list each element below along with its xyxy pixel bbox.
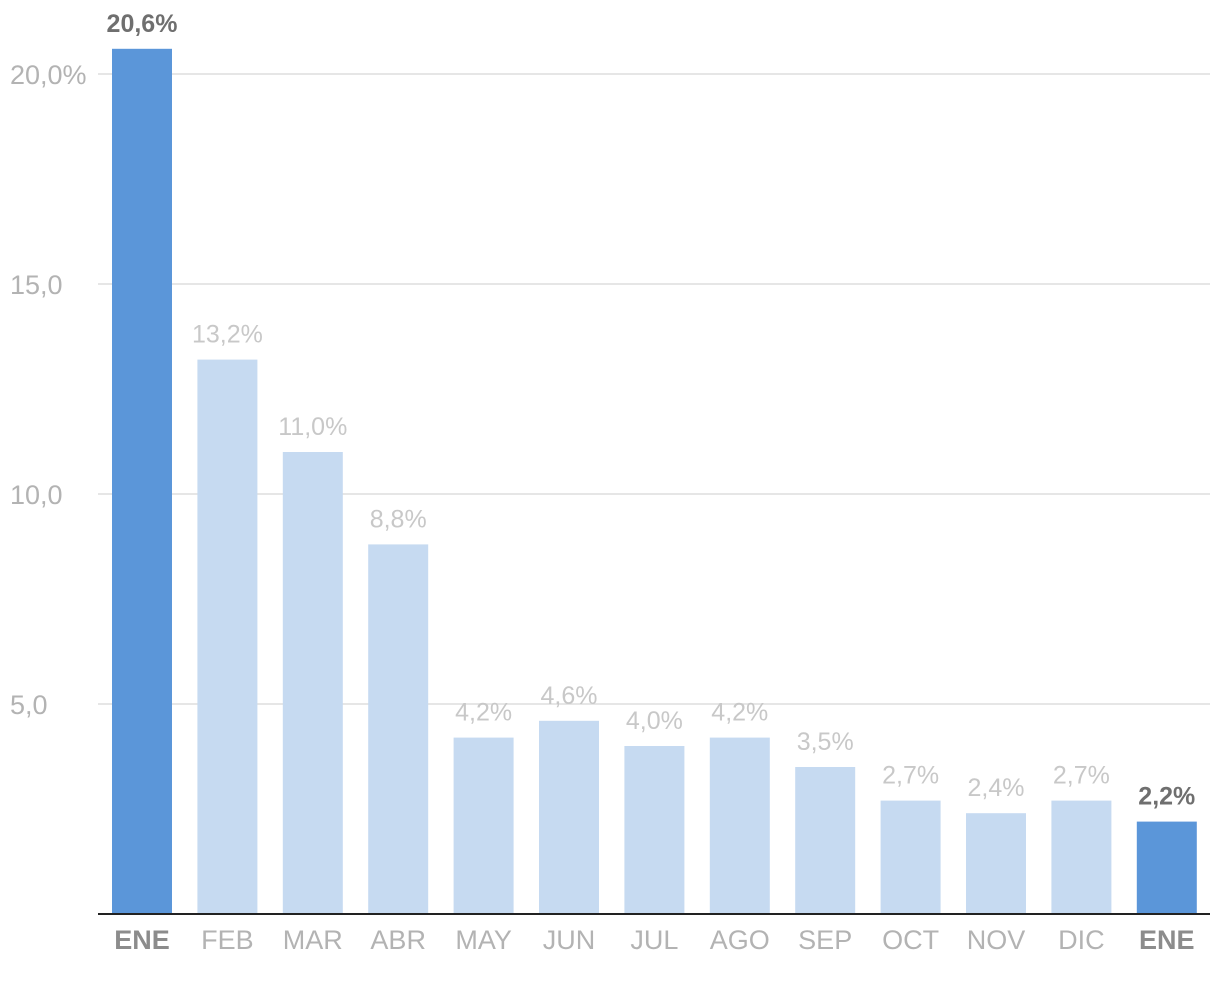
bar: [539, 720, 599, 914]
bar-value-label: 4,2%: [711, 699, 768, 727]
y-tick-label: 15,0: [10, 270, 63, 300]
bar-value-label: 11,0%: [278, 413, 347, 441]
bar: [880, 800, 941, 914]
bar: [795, 767, 856, 914]
bar: [624, 746, 685, 914]
x-category-label: JUL: [630, 925, 678, 955]
bar: [368, 544, 429, 914]
bar-value-label: 2,4%: [968, 774, 1025, 802]
gridlines: [98, 73, 1210, 705]
bar-value-label: 4,6%: [541, 682, 598, 710]
bar: [112, 48, 172, 915]
x-category-label: ABR: [370, 925, 426, 955]
bar-value-label: 3,5%: [797, 728, 854, 756]
bar-value-label: 2,7%: [882, 762, 939, 790]
bar: [197, 359, 258, 915]
y-tick-label: 10,0: [10, 480, 63, 510]
x-category-label: AGO: [710, 925, 770, 955]
bar-value-label: 20,6%: [107, 10, 178, 38]
y-axis-ticks: 5,0 10,0 15,0 20,0%: [10, 60, 87, 720]
bars: [112, 48, 1197, 915]
x-category-label: MAR: [283, 925, 343, 955]
x-category-label: JUN: [543, 925, 596, 955]
bar: [282, 452, 343, 914]
bar-value-label: 8,8%: [370, 505, 427, 533]
x-category-label: MAY: [455, 925, 512, 955]
bar-value-label: 4,2%: [455, 699, 512, 727]
x-category-label: SEP: [798, 925, 852, 955]
bar-value-label: 2,2%: [1138, 783, 1195, 811]
x-category-label: ENE: [114, 925, 170, 955]
bar-value-label: 13,2%: [192, 321, 263, 349]
x-category-label: NOV: [967, 925, 1026, 955]
x-category-label: FEB: [201, 925, 254, 955]
bar: [709, 737, 770, 914]
x-category-label: ENE: [1139, 925, 1195, 955]
y-tick-label: 5,0: [10, 690, 48, 720]
x-axis-categories: ENE FEB MAR ABR MAY JUN JUL AGO SEP OCT NOV DIC ENE: [114, 925, 1194, 955]
bar: [1136, 821, 1197, 914]
bar: [453, 737, 514, 914]
x-category-label: OCT: [882, 925, 939, 955]
x-category-label: DIC: [1058, 925, 1105, 955]
value-labels: 20,6% 13,2% 11,0% 8,8% 4,2% 4,6% 4,0% 4,2% 3,5% 2…: [107, 10, 1196, 811]
bar: [1051, 800, 1112, 914]
y-tick-label: 20,0%: [10, 60, 87, 90]
bar: [966, 813, 1026, 914]
bar-value-label: 2,7%: [1053, 762, 1110, 790]
bar-value-label: 4,0%: [626, 707, 683, 735]
